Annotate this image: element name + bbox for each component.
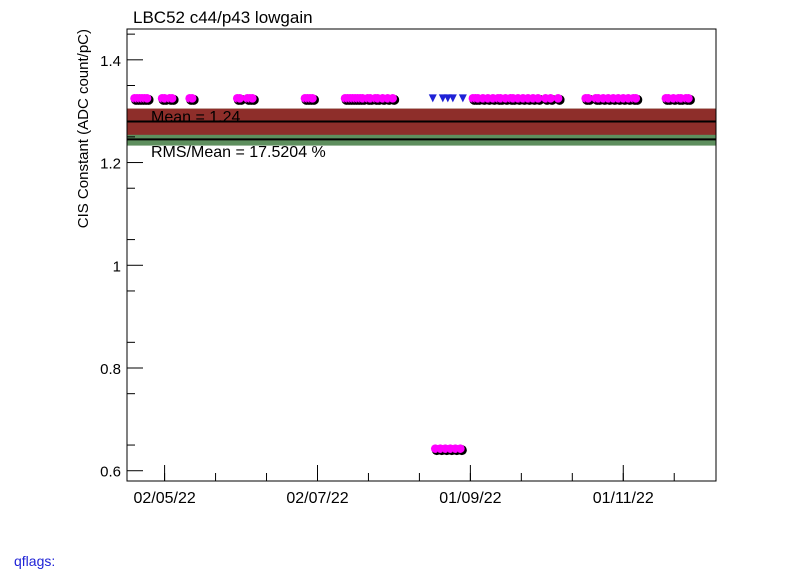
rms-mean-annotation: RMS/Mean = 17.5204 % [151,144,326,161]
data-point [631,94,641,103]
y-tick-label: 1.2 [100,156,121,173]
x-tick-label: 02/05/22 [133,490,195,507]
data-point-triangle [428,94,437,103]
data-point-triangle [438,94,447,103]
y-tick-label: 0.8 [100,361,121,378]
data-point [308,94,317,103]
y-axis-label: CIS Constant (ADC count/pC) [75,29,92,228]
data-point [235,94,245,103]
data-point [167,94,177,103]
x-tick-label: 01/09/22 [439,490,501,507]
x-tick-label: 01/11/22 [593,490,654,507]
data-points [130,94,695,456]
data-point [684,94,693,103]
data-point-triangle [448,94,457,103]
data-point [553,94,563,103]
data-point [583,94,593,103]
data-point [248,94,257,103]
data-point [388,94,397,103]
x-tick-label: 02/07/22 [286,490,348,507]
plot-frame [126,28,717,482]
reference-lines [127,120,716,141]
y-tick-label: 1.4 [100,53,121,70]
chart-title: LBC52 c44/p43 lowgain [133,8,313,27]
data-point-triangle [458,94,467,103]
y-tick-label: 0.6 [100,464,121,481]
data-point-triangle [443,94,452,103]
data-point [546,94,555,103]
data-point [456,444,465,453]
axes: 0.6 0.8 1 1.2 1.4 02/05/22 02/07/22 01/09/22 01/… [100,33,675,507]
data-point [187,94,197,103]
data-point [533,94,543,103]
mean-annotation: Mean = 1.24 [151,109,241,126]
y-tick-label: 1 [113,258,121,275]
data-point [142,94,152,103]
qflags-label: qflags: [14,553,56,569]
